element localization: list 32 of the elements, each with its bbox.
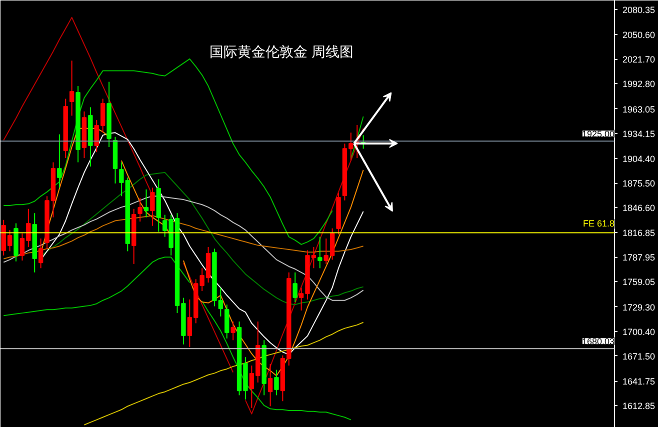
y-tick-label: 2021.70	[622, 54, 656, 65]
y-tick-label: 1992.80	[622, 79, 656, 90]
candlestick	[318, 236, 322, 269]
text: 国际黄金伦敦金 周线图	[210, 44, 354, 60]
candlestick	[69, 60, 74, 116]
y-tick-label: 1641.75	[622, 376, 656, 387]
line-series	[84, 322, 364, 426]
candlestick	[230, 321, 236, 341]
candlestick	[274, 369, 279, 396]
y-tick-label: 1787.95	[622, 252, 656, 263]
y-tick-label: 1875.50	[622, 178, 656, 189]
y-tick-label: 2080.35	[622, 5, 656, 16]
y-tick-label: 1759.05	[622, 277, 656, 288]
candlestick	[292, 272, 298, 303]
candlestick	[224, 304, 230, 339]
y-tick-label: 1816.85	[622, 228, 656, 238]
y-tick-label: 1729.30	[622, 302, 656, 312]
y-tick-label: 1846.60	[622, 203, 656, 214]
candlestick	[144, 188, 149, 218]
ref-line-label: FE 61.8	[582, 218, 615, 229]
y-tick-label: 1904.40	[622, 154, 656, 164]
y-tick-label: 1934.15	[622, 128, 656, 139]
candlestick	[57, 134, 62, 188]
y-tick-label: 1963.05	[622, 104, 656, 114]
y-tick-label: 1612.85	[622, 401, 656, 412]
y-tick-label: 1671.50	[622, 351, 656, 362]
candlestick	[150, 187, 155, 226]
candlestick	[38, 238, 44, 269]
candlestick	[268, 363, 273, 407]
candlestick	[138, 197, 142, 222]
y-tick-label: 2050.60	[622, 30, 656, 40]
y-tick-label: 1700.40	[622, 326, 656, 337]
